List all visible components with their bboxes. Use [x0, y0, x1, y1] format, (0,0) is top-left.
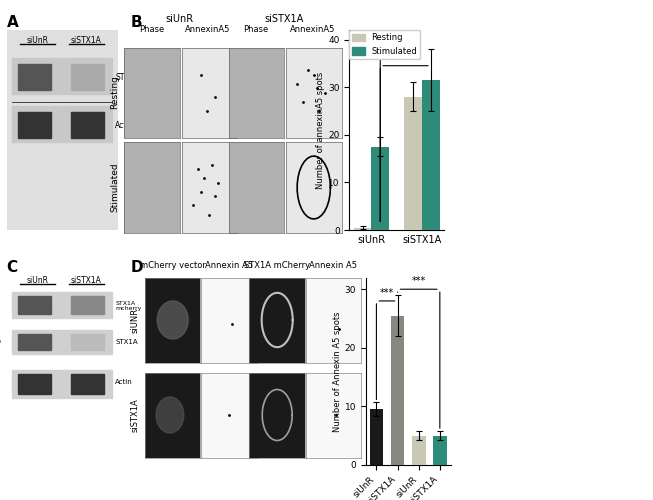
- Text: B: B: [131, 15, 142, 30]
- Bar: [404, 96, 422, 230]
- Bar: [71, 296, 104, 314]
- Bar: [433, 436, 447, 465]
- Bar: [71, 374, 104, 394]
- Polygon shape: [157, 301, 188, 339]
- Legend: Resting, Stimulated: Resting, Stimulated: [349, 30, 421, 59]
- Bar: [18, 374, 51, 394]
- Text: ***: ***: [390, 33, 404, 43]
- Text: Resting: Resting: [110, 76, 119, 110]
- Text: Annexin A5: Annexin A5: [309, 260, 357, 270]
- Text: Phase: Phase: [139, 26, 164, 35]
- Bar: [71, 64, 104, 90]
- Text: STX1A: STX1A: [116, 74, 140, 82]
- Text: STX1A: STX1A: [116, 339, 138, 345]
- Text: siSTX1A: siSTX1A: [264, 14, 304, 24]
- Y-axis label: Number of annexinA5 spots: Number of annexinA5 spots: [316, 72, 325, 188]
- Bar: [18, 64, 51, 90]
- Bar: [390, 316, 404, 465]
- Text: Annexin A5: Annexin A5: [204, 260, 253, 270]
- Text: 40: 40: [0, 379, 1, 385]
- Bar: [18, 112, 51, 138]
- Bar: [422, 80, 439, 230]
- Bar: [12, 370, 112, 398]
- Bar: [372, 146, 389, 230]
- Text: Actin: Actin: [116, 379, 133, 385]
- Bar: [18, 296, 51, 314]
- Text: STX1A mCherry: STX1A mCherry: [244, 260, 311, 270]
- Bar: [412, 436, 426, 465]
- Text: siUNR: siUNR: [131, 308, 140, 332]
- Text: kDa: kDa: [0, 276, 1, 282]
- Polygon shape: [156, 397, 184, 433]
- Bar: [12, 292, 112, 318]
- Text: siSTX1A: siSTX1A: [71, 36, 102, 45]
- Text: siUnR: siUnR: [165, 14, 194, 24]
- Text: AnnexinA5: AnnexinA5: [289, 26, 335, 35]
- Text: C: C: [7, 260, 18, 275]
- Text: siSTX1A: siSTX1A: [131, 398, 140, 432]
- Bar: [12, 106, 112, 142]
- Bar: [370, 410, 383, 465]
- Bar: [71, 112, 104, 138]
- Bar: [18, 334, 51, 350]
- Text: mCherry vector: mCherry vector: [140, 260, 206, 270]
- Text: ***: ***: [411, 276, 426, 286]
- Y-axis label: Number of Annexin A5 spots: Number of Annexin A5 spots: [332, 311, 342, 432]
- Text: siSTX1A: siSTX1A: [71, 276, 102, 285]
- Bar: [71, 334, 104, 350]
- Bar: [354, 228, 372, 230]
- Text: siUnR: siUnR: [27, 276, 48, 285]
- Text: siUnR: siUnR: [27, 36, 48, 45]
- Text: **: **: [405, 52, 414, 62]
- Text: 60: 60: [0, 303, 1, 309]
- Text: A: A: [7, 15, 18, 30]
- Bar: [12, 58, 112, 94]
- Text: Phase: Phase: [244, 26, 268, 35]
- Text: Stimulated: Stimulated: [110, 162, 119, 212]
- Text: D: D: [131, 260, 143, 275]
- Text: 30: 30: [0, 339, 1, 345]
- Text: AnnexinA5: AnnexinA5: [185, 26, 231, 35]
- Bar: [12, 330, 112, 354]
- Text: ***: ***: [380, 288, 394, 298]
- Text: STX1A
mcherry: STX1A mcherry: [116, 300, 142, 312]
- Text: Actin: Actin: [116, 122, 135, 130]
